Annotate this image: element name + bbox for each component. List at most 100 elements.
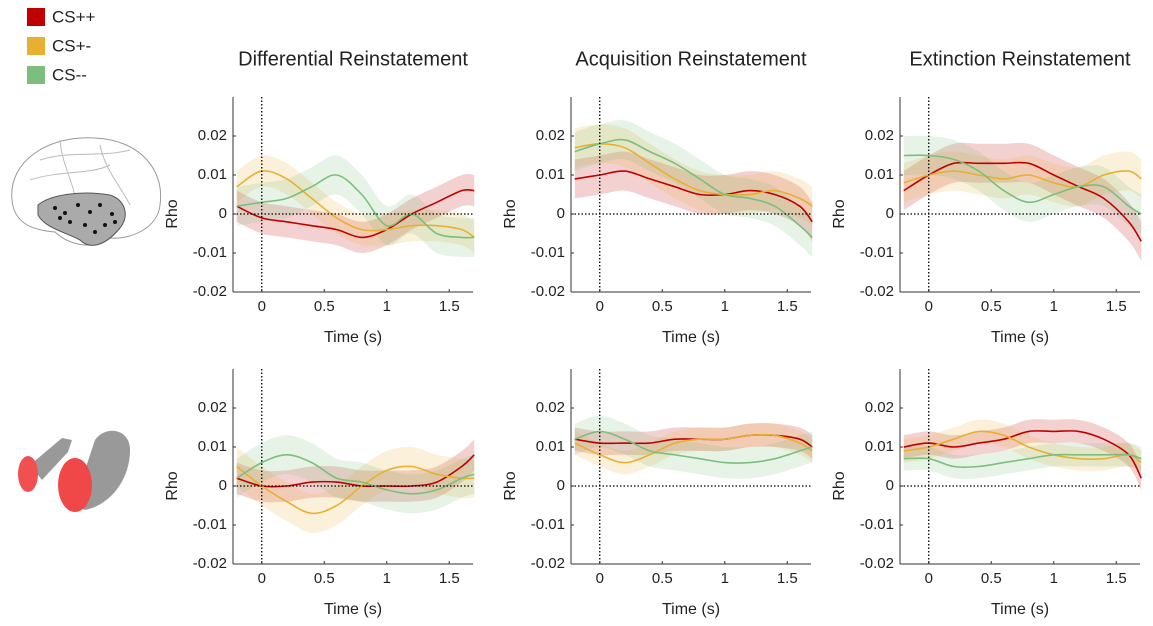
x-tick-label: 1.5 <box>439 570 460 587</box>
x-tick-label: 1 <box>1050 570 1058 587</box>
error-band <box>903 419 1142 475</box>
y-tick-label: -0.02 <box>531 283 565 300</box>
y-axis-label: Rho <box>502 471 519 500</box>
chart-title: Differential Reinstatement <box>238 48 468 70</box>
error-band <box>236 446 475 533</box>
y-axis-label: Rho <box>831 199 848 228</box>
x-tick-label: 0 <box>258 570 266 587</box>
chart-title: Acquisition Reinstatement <box>575 48 807 70</box>
x-tick-label: 1 <box>721 298 729 315</box>
y-tick-label: -0.01 <box>531 244 565 261</box>
y-tick-label: 0.01 <box>865 166 894 183</box>
legend-swatch <box>27 37 45 55</box>
series-line <box>574 170 813 223</box>
x-tick-label: 1 <box>383 570 391 587</box>
brain-cortex <box>11 137 162 246</box>
y-tick-label: -0.02 <box>193 283 227 300</box>
y-tick-label: 0 <box>557 205 565 222</box>
series-line <box>236 170 475 239</box>
y-axis-label: Rho <box>164 471 181 500</box>
legend-label: CS-- <box>52 65 87 84</box>
series-line <box>574 142 813 207</box>
error-band <box>236 174 475 253</box>
x-tick-label: 1 <box>383 298 391 315</box>
x-tick-label: 0.5 <box>981 298 1002 315</box>
chart-title: Extinction Reinstatement <box>909 48 1131 70</box>
y-tick-label: 0.01 <box>536 438 565 455</box>
y-tick-label: -0.01 <box>531 516 565 533</box>
y-tick-label: -0.02 <box>531 555 565 572</box>
error-band <box>574 423 813 459</box>
brain-subcortical <box>18 430 130 512</box>
legend-swatch <box>27 66 45 84</box>
y-tick-label: 0.01 <box>198 438 227 455</box>
x-tick-label: 1.5 <box>1106 570 1127 587</box>
y-tick-label: 0.02 <box>536 127 565 144</box>
series-line <box>236 453 475 495</box>
y-tick-label: 0.02 <box>865 127 894 144</box>
series-line <box>903 430 1142 464</box>
x-tick-label: 1 <box>1050 298 1058 315</box>
y-tick-label: -0.02 <box>193 555 227 572</box>
y-axis-label: Rho <box>831 471 848 500</box>
x-tick-label: 1.5 <box>439 298 460 315</box>
series-line <box>574 433 813 464</box>
x-tick-label: 0 <box>596 570 604 587</box>
y-tick-label: -0.01 <box>860 244 894 261</box>
legend-label: CS+- <box>52 36 91 55</box>
error-band <box>236 155 475 258</box>
y-tick-label: 0.02 <box>865 399 894 416</box>
y-tick-label: 0.02 <box>198 399 227 416</box>
error-band <box>903 419 1142 490</box>
x-tick-label: 0.5 <box>652 298 673 315</box>
series-line <box>574 138 813 238</box>
x-tick-label: 0 <box>925 298 933 315</box>
x-axis-label: Time (s) <box>991 601 1049 618</box>
series-line <box>236 174 475 239</box>
x-tick-label: 0 <box>258 298 266 315</box>
legend-label: CS++ <box>52 7 96 26</box>
x-axis-label: Time (s) <box>324 601 382 618</box>
y-tick-label: -0.01 <box>193 244 227 261</box>
series-line <box>236 465 475 515</box>
x-tick-label: 1 <box>721 570 729 587</box>
series-line <box>236 188 475 239</box>
error-band <box>903 151 1142 207</box>
error-band <box>236 155 475 253</box>
x-tick-label: 1.5 <box>777 570 798 587</box>
y-tick-label: 0.02 <box>536 399 565 416</box>
y-tick-label: 0.01 <box>198 166 227 183</box>
x-tick-label: 0 <box>596 298 604 315</box>
y-tick-label: -0.01 <box>860 516 894 533</box>
y-tick-label: 0.02 <box>198 127 227 144</box>
x-tick-label: 1.5 <box>1106 298 1127 315</box>
error-band <box>903 442 1142 479</box>
y-tick-label: 0 <box>219 205 227 222</box>
series-line <box>903 154 1142 215</box>
x-tick-label: 1.5 <box>777 298 798 315</box>
x-axis-label: Time (s) <box>324 329 382 346</box>
x-tick-label: 0.5 <box>314 570 335 587</box>
x-tick-label: 0 <box>925 570 933 587</box>
y-tick-label: 0 <box>557 477 565 494</box>
series-line <box>903 453 1142 469</box>
y-tick-label: 0 <box>886 205 894 222</box>
series-line <box>903 430 1142 479</box>
series-line <box>903 161 1142 242</box>
y-tick-label: 0 <box>219 477 227 494</box>
y-tick-label: 0.01 <box>865 438 894 455</box>
y-tick-label: -0.01 <box>193 516 227 533</box>
x-tick-label: 0.5 <box>652 570 673 587</box>
x-axis-label: Time (s) <box>991 329 1049 346</box>
y-axis-label: Rho <box>502 199 519 228</box>
series-line <box>574 430 813 464</box>
x-tick-label: 0.5 <box>981 570 1002 587</box>
legend-swatch <box>27 8 45 26</box>
y-axis-label: Rho <box>164 199 181 228</box>
y-tick-label: 0 <box>886 477 894 494</box>
y-tick-label: 0.01 <box>536 166 565 183</box>
x-tick-label: 0.5 <box>314 298 335 315</box>
series-line <box>903 170 1142 188</box>
y-tick-label: -0.02 <box>860 555 894 572</box>
